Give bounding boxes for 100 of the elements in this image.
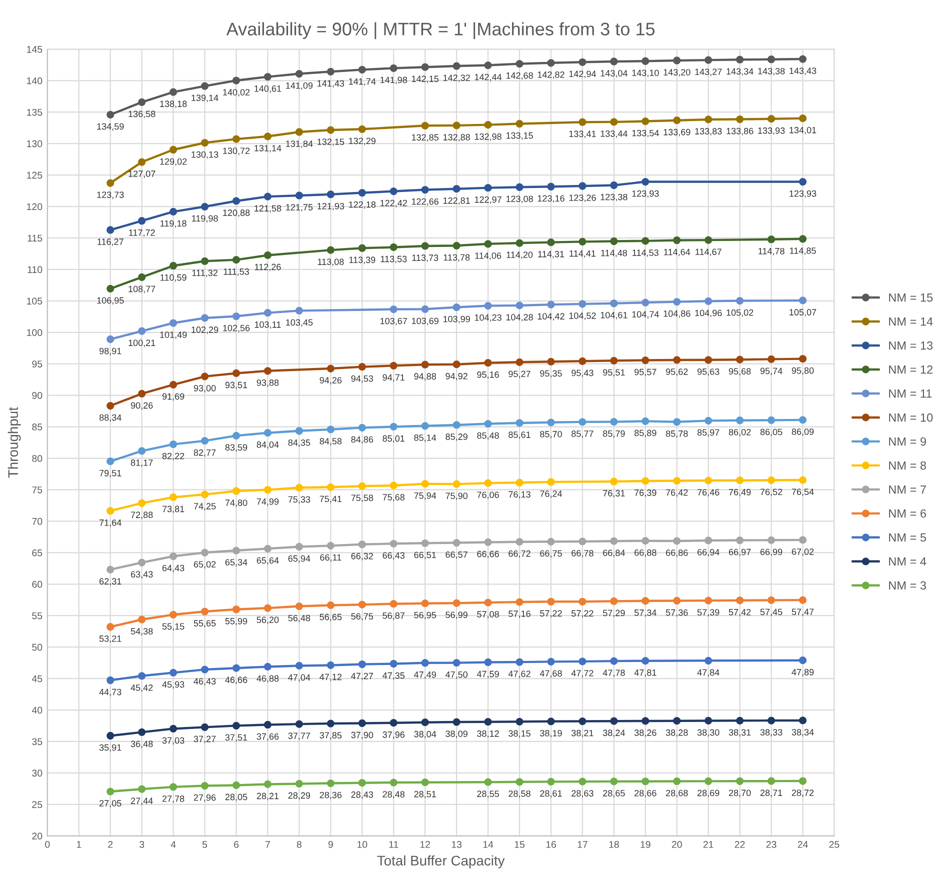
data-label: 28,70 [728, 790, 751, 798]
point [798, 476, 807, 484]
point [578, 182, 586, 190]
data-label: 142,32 [443, 74, 470, 82]
point [610, 537, 618, 545]
x-tick-label: 18 [609, 841, 619, 848]
data-label: 57,45 [760, 608, 782, 616]
point [358, 600, 366, 608]
data-label: 83,59 [225, 444, 248, 452]
point [578, 778, 586, 786]
point [295, 192, 304, 200]
point [106, 566, 114, 574]
point [295, 662, 304, 670]
data-label: 143,43 [790, 68, 816, 76]
point [200, 138, 209, 147]
legend-label: NM = 3 [889, 581, 926, 590]
point [264, 429, 272, 437]
data-label: 47,12 [320, 674, 342, 682]
data-label: 127,07 [128, 170, 156, 178]
x-tick-label: 7 [266, 841, 270, 848]
data-label: 57,16 [508, 610, 530, 618]
x-tick-label: 0 [45, 841, 50, 848]
point [767, 777, 776, 785]
data-label: 75,90 [446, 492, 468, 500]
point [232, 135, 240, 143]
data-label: 143,04 [600, 70, 628, 78]
x-tick-label: 14 [483, 841, 494, 848]
data-label: 47,49 [414, 671, 436, 679]
point [704, 536, 712, 544]
point [295, 70, 304, 78]
data-label: 132,88 [443, 134, 470, 142]
point [642, 477, 650, 485]
data-label: 28,36 [320, 792, 342, 800]
data-label: 143,34 [726, 68, 754, 76]
data-label: 76,24 [540, 490, 562, 498]
y-tick-label: 90 [32, 392, 42, 399]
data-label: 66,86 [666, 550, 688, 557]
data-label: 102,56 [223, 324, 250, 332]
data-label: 28,43 [351, 791, 374, 799]
point [516, 358, 524, 366]
data-label: 95,62 [666, 368, 688, 376]
point [578, 418, 586, 426]
point [390, 305, 398, 314]
data-label: 143,10 [632, 70, 659, 78]
chart-title: Availability = 90% | MTTR = 1' |Machines from 3 to 15 [226, 22, 655, 40]
point [673, 298, 681, 306]
point [106, 226, 114, 234]
data-label: 82,22 [162, 452, 184, 460]
point [138, 217, 146, 225]
point [452, 718, 460, 726]
point [169, 493, 178, 502]
data-label: 53,21 [99, 635, 122, 643]
point [484, 184, 492, 192]
point [547, 598, 555, 606]
data-label: 90,26 [130, 402, 153, 410]
point [736, 356, 744, 364]
point [673, 418, 681, 426]
data-label: 66,75 [540, 550, 562, 558]
point [200, 372, 209, 380]
point [169, 146, 178, 154]
y-tick-label: 130 [27, 140, 42, 148]
point [390, 540, 398, 548]
data-label: 123,08 [506, 196, 533, 204]
point [295, 720, 304, 728]
data-label: 66,57 [446, 551, 468, 559]
data-label: 56,48 [288, 614, 310, 622]
point [736, 716, 744, 724]
data-label: 55,15 [162, 623, 184, 631]
point [484, 598, 492, 606]
data-label: 85,79 [603, 430, 625, 438]
data-label: 46,66 [225, 676, 248, 684]
data-label: 38,34 [792, 729, 814, 736]
data-label: 45,42 [130, 684, 153, 692]
data-label: 67,02 [792, 548, 814, 556]
data-label: 132,98 [474, 133, 502, 141]
data-label: 47,89 [792, 668, 814, 676]
data-label: 104,52 [569, 312, 596, 320]
data-label: 85,77 [572, 430, 594, 438]
point [421, 360, 429, 368]
data-label: 28,71 [760, 790, 782, 798]
point [169, 783, 178, 791]
data-label: 57,34 [634, 609, 656, 617]
point [138, 158, 146, 166]
y-tick-label: 125 [27, 172, 42, 179]
data-label: 133,86 [726, 128, 754, 136]
data-label: 141,98 [380, 76, 408, 84]
point [673, 596, 681, 605]
point [232, 664, 240, 672]
point [264, 308, 272, 317]
point [326, 542, 334, 550]
data-label: 74,25 [194, 503, 216, 510]
point [610, 300, 618, 308]
point [200, 202, 209, 210]
data-label: 38,26 [634, 730, 656, 737]
data-label: 37,85 [320, 732, 342, 740]
data-label: 28,58 [508, 790, 530, 798]
point [484, 718, 492, 726]
data-label: 122,81 [443, 197, 470, 205]
data-label: 122,18 [349, 201, 376, 209]
data-label: 47,35 [382, 672, 405, 680]
